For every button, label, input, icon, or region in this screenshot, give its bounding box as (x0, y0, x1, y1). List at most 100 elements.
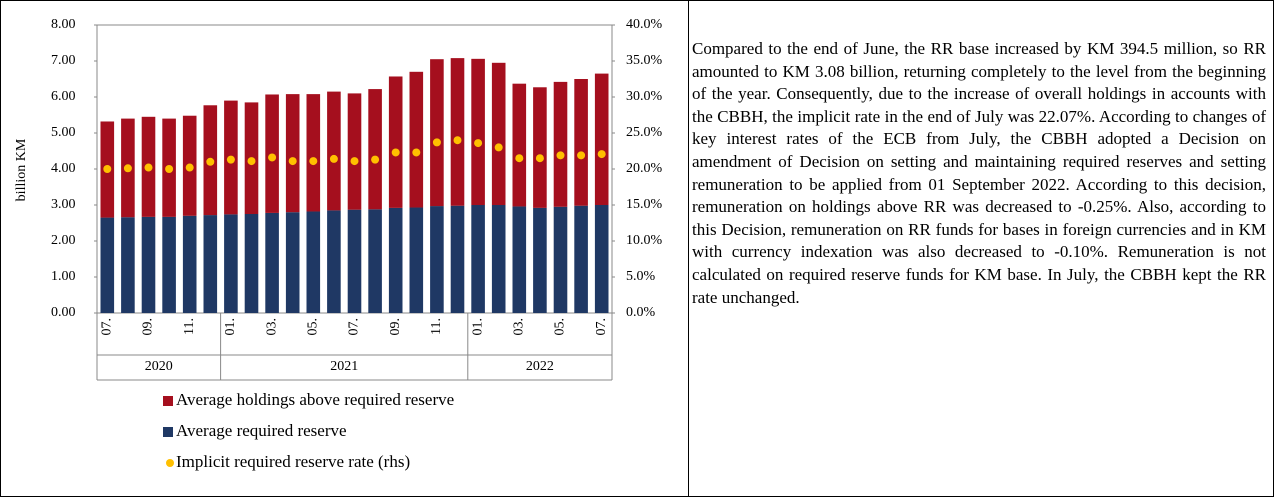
rate-point (515, 154, 524, 163)
bar-segment (430, 59, 444, 207)
bar-segment (100, 217, 115, 313)
rate-point (226, 155, 235, 164)
rate-point (185, 163, 194, 172)
bar-segment (368, 209, 382, 313)
bar-segment (430, 206, 444, 313)
x-tick-label: 01. (470, 318, 485, 336)
bar-segment (471, 58, 485, 206)
x-tick-label: 03. (264, 318, 279, 336)
bar-segment (347, 209, 362, 313)
bar-segment (347, 93, 362, 210)
bar-segment (553, 81, 568, 207)
bar-segment (471, 205, 485, 313)
rate-point (597, 150, 606, 159)
bar-segment (594, 205, 609, 313)
y-tick-label: 5.00 (51, 125, 76, 140)
y-tick-label: 4.00 (51, 161, 76, 176)
bar-segment (306, 211, 321, 313)
x-tick-label: 03. (512, 318, 527, 336)
legend-label: Average required reserve (176, 421, 347, 440)
bar-segment (512, 83, 527, 207)
bar-segment (388, 207, 403, 313)
x-tick-label: 05. (306, 318, 321, 336)
legend-marker (163, 396, 173, 406)
rate-point (206, 157, 215, 166)
bar-segment (491, 62, 506, 205)
x-tick-label: 07. (594, 318, 609, 336)
x-tick-label: 11. (429, 318, 444, 335)
bar-segment (203, 215, 218, 313)
bar-segment (533, 87, 547, 208)
rate-point (535, 154, 544, 163)
bar-segment (306, 94, 321, 212)
y-tick-label: 0.00 (51, 305, 76, 320)
bar-segment (327, 210, 341, 313)
y2-tick-label: 5.0% (626, 269, 656, 284)
rate-point (165, 165, 174, 173)
bar-segment (285, 94, 300, 213)
rate-point (556, 151, 565, 160)
rate-point (103, 165, 112, 173)
group-label: 2021 (330, 359, 358, 374)
rate-point (453, 136, 462, 145)
y-axis-label: billion KM (14, 138, 29, 201)
y2-tick-label: 20.0% (626, 161, 663, 176)
bar-segment (121, 217, 135, 313)
rate-point (247, 157, 256, 166)
y-tick-label: 1.00 (51, 269, 76, 284)
rate-point (391, 148, 400, 157)
rate-point (268, 153, 277, 162)
y2-tick-label: 35.0% (626, 53, 663, 68)
rate-point (494, 143, 503, 152)
x-tick-label: 11. (182, 318, 197, 335)
bar-segment (574, 79, 588, 206)
x-tick-label: 07. (347, 318, 362, 336)
bar-segment (491, 205, 506, 313)
y-tick-label: 6.00 (51, 89, 76, 104)
legend-marker (163, 427, 173, 437)
bar-segment (553, 206, 568, 313)
legend-label: Implicit required reserve rate (rhs) (176, 452, 410, 471)
rate-point (123, 164, 132, 173)
bar-segment (265, 212, 279, 313)
y2-tick-label: 15.0% (626, 197, 663, 212)
bar-segment (450, 58, 465, 206)
y-tick-label: 3.00 (51, 197, 76, 212)
bar-segment (368, 89, 382, 210)
bar-segment (409, 207, 424, 313)
y2-tick-label: 40.0% (626, 17, 663, 32)
bar-segment (450, 205, 465, 313)
bar-segment (512, 206, 527, 313)
group-label: 2022 (526, 359, 554, 374)
rate-point (309, 157, 318, 166)
bar-segment (327, 91, 341, 211)
y-tick-label: 8.00 (51, 17, 76, 32)
y2-tick-label: 0.0% (626, 305, 656, 320)
bar-segment (594, 73, 609, 205)
rate-point (144, 163, 153, 172)
y2-tick-label: 10.0% (626, 233, 663, 248)
bar-segment (285, 212, 300, 313)
x-tick-label: 09. (388, 318, 403, 336)
x-tick-label: 01. (223, 318, 238, 336)
y-tick-label: 2.00 (51, 233, 76, 248)
rate-point (474, 139, 483, 148)
rate-point (350, 157, 359, 166)
rate-point (288, 157, 297, 166)
x-tick-label: 07. (100, 318, 115, 336)
rate-point (412, 148, 421, 157)
rate-point (329, 154, 338, 163)
bar-segment (244, 214, 259, 313)
bar-segment (388, 76, 403, 208)
paragraph: Compared to the end of June, the RR base… (692, 39, 1266, 307)
legend-marker (166, 459, 174, 467)
bar-segment (533, 207, 547, 313)
bar-segment (141, 216, 156, 313)
bar-segment (224, 214, 238, 313)
rate-point (577, 151, 586, 160)
rate-point (371, 155, 380, 164)
rate-point (432, 138, 441, 147)
bar-segment (182, 215, 197, 313)
